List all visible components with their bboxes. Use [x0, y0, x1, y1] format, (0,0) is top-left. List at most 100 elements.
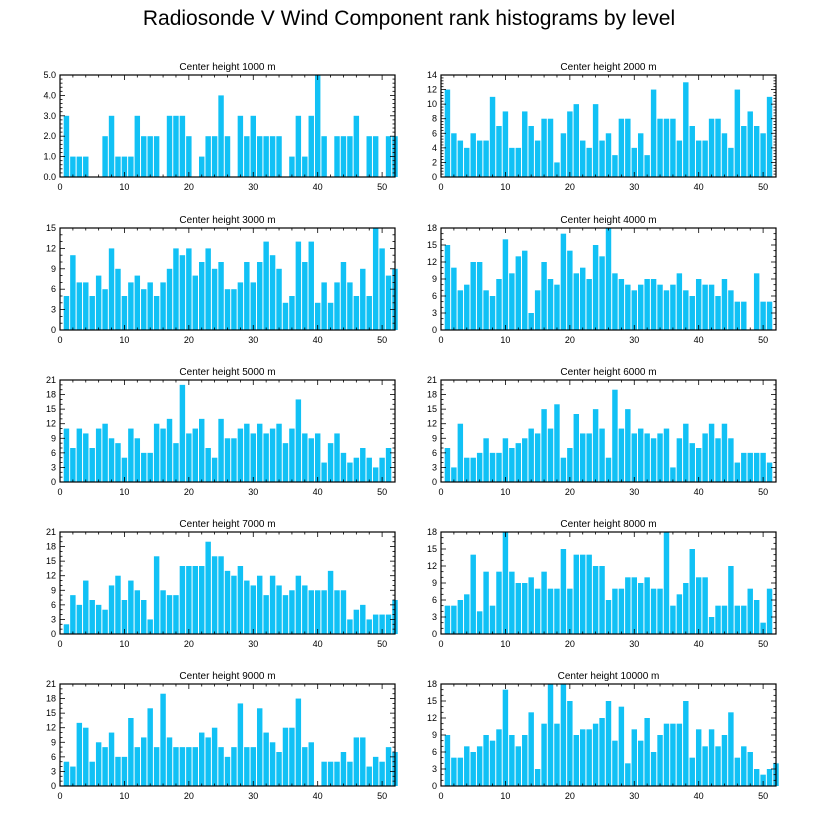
- y-tick-label: 3: [51, 614, 56, 624]
- x-tick-label: 10: [119, 639, 129, 649]
- bar: [334, 590, 340, 634]
- bar: [102, 423, 108, 482]
- bar: [314, 590, 321, 634]
- bar: [89, 600, 95, 634]
- bar: [670, 723, 676, 786]
- bar: [321, 462, 327, 482]
- panel-title: Center height 3000 m: [179, 215, 275, 226]
- bar: [166, 268, 173, 330]
- bar: [186, 566, 192, 634]
- y-tick-label: 9: [51, 585, 56, 595]
- panel-3: Center height 3000 m 0 10 20 30 40 50 0 3 6 9 12 15: [46, 215, 398, 345]
- bar: [728, 566, 734, 634]
- bar: [327, 570, 334, 634]
- y-tick-label: 18: [427, 390, 437, 400]
- bar: [625, 577, 631, 634]
- bar: [534, 140, 541, 177]
- bar: [63, 115, 70, 177]
- bar: [250, 747, 256, 786]
- bar: [592, 245, 599, 330]
- x-tick-label: 30: [629, 791, 639, 801]
- bar: [102, 747, 108, 786]
- bar: [470, 457, 476, 482]
- bar: [302, 262, 308, 330]
- x-tick-label: 50: [377, 487, 387, 497]
- bar: [340, 452, 347, 482]
- bar: [618, 118, 625, 177]
- bar: [276, 136, 282, 177]
- bar: [76, 604, 83, 634]
- y-tick-label: 9: [432, 433, 437, 443]
- bar: [747, 588, 753, 634]
- bar: [372, 467, 379, 482]
- bar: [592, 723, 599, 786]
- bar: [702, 577, 708, 634]
- bar: [708, 118, 715, 177]
- bar: [166, 595, 173, 634]
- panel-7: Center height 7000 m 0 10 20 30 40 50 0 3 6 9 12 15 1…: [46, 519, 398, 649]
- bar: [470, 554, 476, 634]
- bar: [70, 255, 76, 330]
- bar: [108, 248, 115, 330]
- bar: [308, 438, 314, 482]
- bar: [134, 115, 141, 177]
- bar: [385, 747, 392, 786]
- bar: [205, 248, 211, 330]
- y-tick-label: 9: [432, 578, 437, 588]
- x-tick-label: 20: [565, 487, 575, 497]
- x-tick-label: 20: [184, 487, 194, 497]
- bar: [457, 290, 464, 330]
- y-tick-label: 3: [432, 612, 437, 622]
- bar: [173, 248, 179, 330]
- bar: [522, 735, 528, 786]
- bar: [708, 423, 715, 482]
- bar: [683, 82, 689, 177]
- bar: [70, 448, 76, 482]
- y-tick-label: 12: [427, 419, 437, 429]
- bar: [321, 590, 327, 634]
- x-tick-label: 10: [500, 335, 510, 345]
- bar: [625, 409, 631, 482]
- y-tick-label: 6: [432, 595, 437, 605]
- bar: [721, 423, 728, 482]
- bar: [327, 761, 334, 786]
- bar: [586, 554, 592, 634]
- bar: [483, 438, 489, 482]
- bar: [334, 433, 340, 482]
- y-tick-label: 14: [427, 70, 437, 80]
- bar: [753, 452, 760, 482]
- bar: [134, 438, 141, 482]
- bar: [115, 268, 121, 330]
- bar: [470, 752, 476, 786]
- bar: [670, 118, 676, 177]
- y-tick-label: 3: [432, 462, 437, 472]
- bar: [289, 428, 295, 482]
- x-tick-label: 50: [758, 639, 768, 649]
- bar: [560, 457, 567, 482]
- y-tick-label: 21: [46, 679, 56, 689]
- bar: [327, 302, 334, 330]
- bar: [269, 575, 276, 634]
- bar: [695, 279, 702, 330]
- bar: [308, 590, 314, 634]
- y-tick-label: 0: [432, 629, 437, 639]
- bar: [115, 575, 121, 634]
- y-tick-label: 12: [46, 723, 56, 733]
- bar: [89, 296, 95, 330]
- y-tick-label: 3: [51, 305, 56, 315]
- bar: [644, 433, 650, 482]
- panel-title: Center height 6000 m: [560, 367, 656, 378]
- bar: [464, 457, 470, 482]
- bar: [567, 250, 573, 330]
- y-tick-label: 12: [46, 571, 56, 581]
- bar: [128, 580, 134, 634]
- bar: [340, 136, 347, 177]
- bar: [534, 290, 541, 330]
- bar: [747, 452, 753, 482]
- bar: [102, 609, 108, 634]
- x-tick-label: 40: [694, 182, 704, 192]
- bar: [747, 111, 753, 177]
- panel-title: Center height 4000 m: [560, 215, 656, 226]
- bar: [547, 118, 554, 177]
